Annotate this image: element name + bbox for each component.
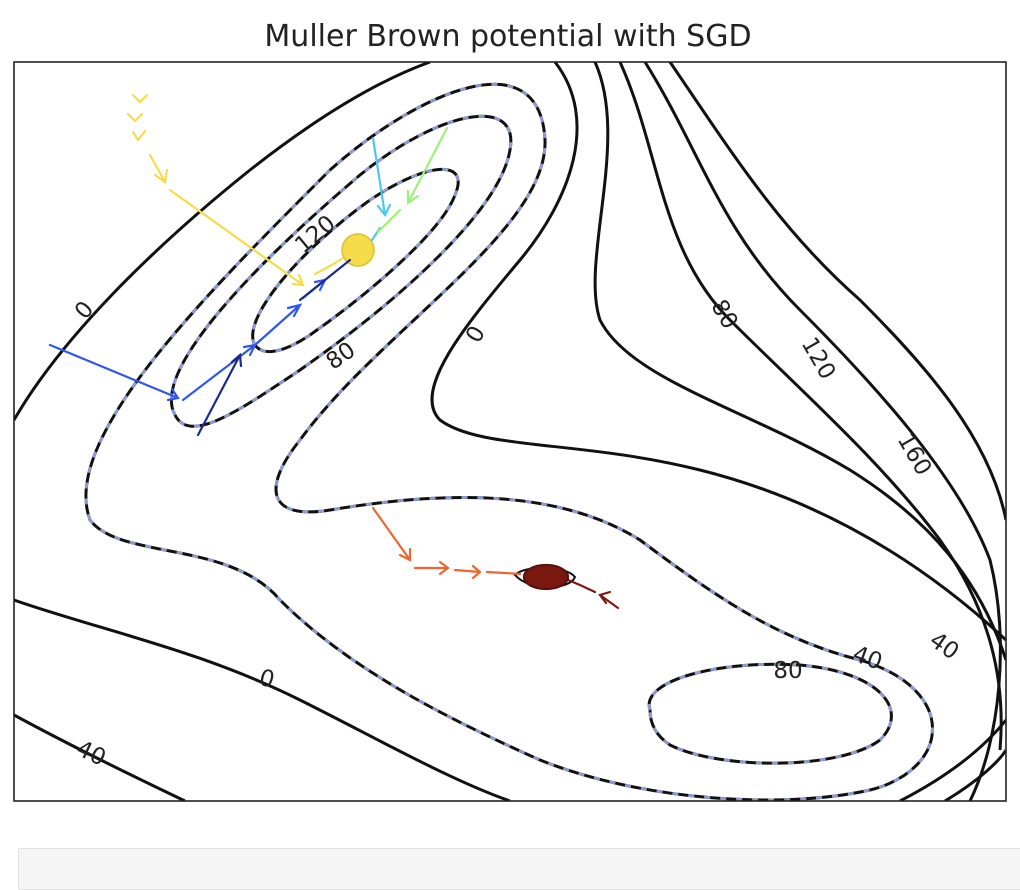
chart-title: Muller Brown potential with SGD — [264, 19, 751, 54]
contour-lower-right-2 — [944, 749, 1006, 801]
trajectory-green — [376, 126, 449, 234]
trajectory-darkred — [522, 563, 620, 610]
contour-label: 80 — [773, 658, 802, 684]
contour-label: 0 — [256, 665, 277, 694]
contour-zero-mid — [430, 62, 1006, 642]
contour-lower-left-2 — [14, 713, 186, 801]
trajectory-navy — [196, 258, 352, 437]
contour-120 — [618, 62, 1003, 751]
contour-outer-connected — [84, 83, 934, 801]
contour-lower-right-inner — [647, 662, 893, 765]
trajectory-blue — [48, 278, 327, 402]
contour-160 — [643, 62, 1002, 801]
trajectory-orange — [371, 506, 522, 580]
output-cell-panel — [18, 848, 1020, 890]
contour-lower-left-1 — [14, 598, 511, 801]
contour-outer-right — [668, 62, 1006, 521]
axes-frame — [13, 61, 1007, 802]
plot-area — [14, 62, 1006, 801]
contour-lower-right-1 — [899, 719, 1006, 801]
trajectory-yellow — [126, 93, 375, 287]
contour-upper-mid — [169, 114, 513, 428]
sgd-trajectories — [48, 93, 620, 610]
